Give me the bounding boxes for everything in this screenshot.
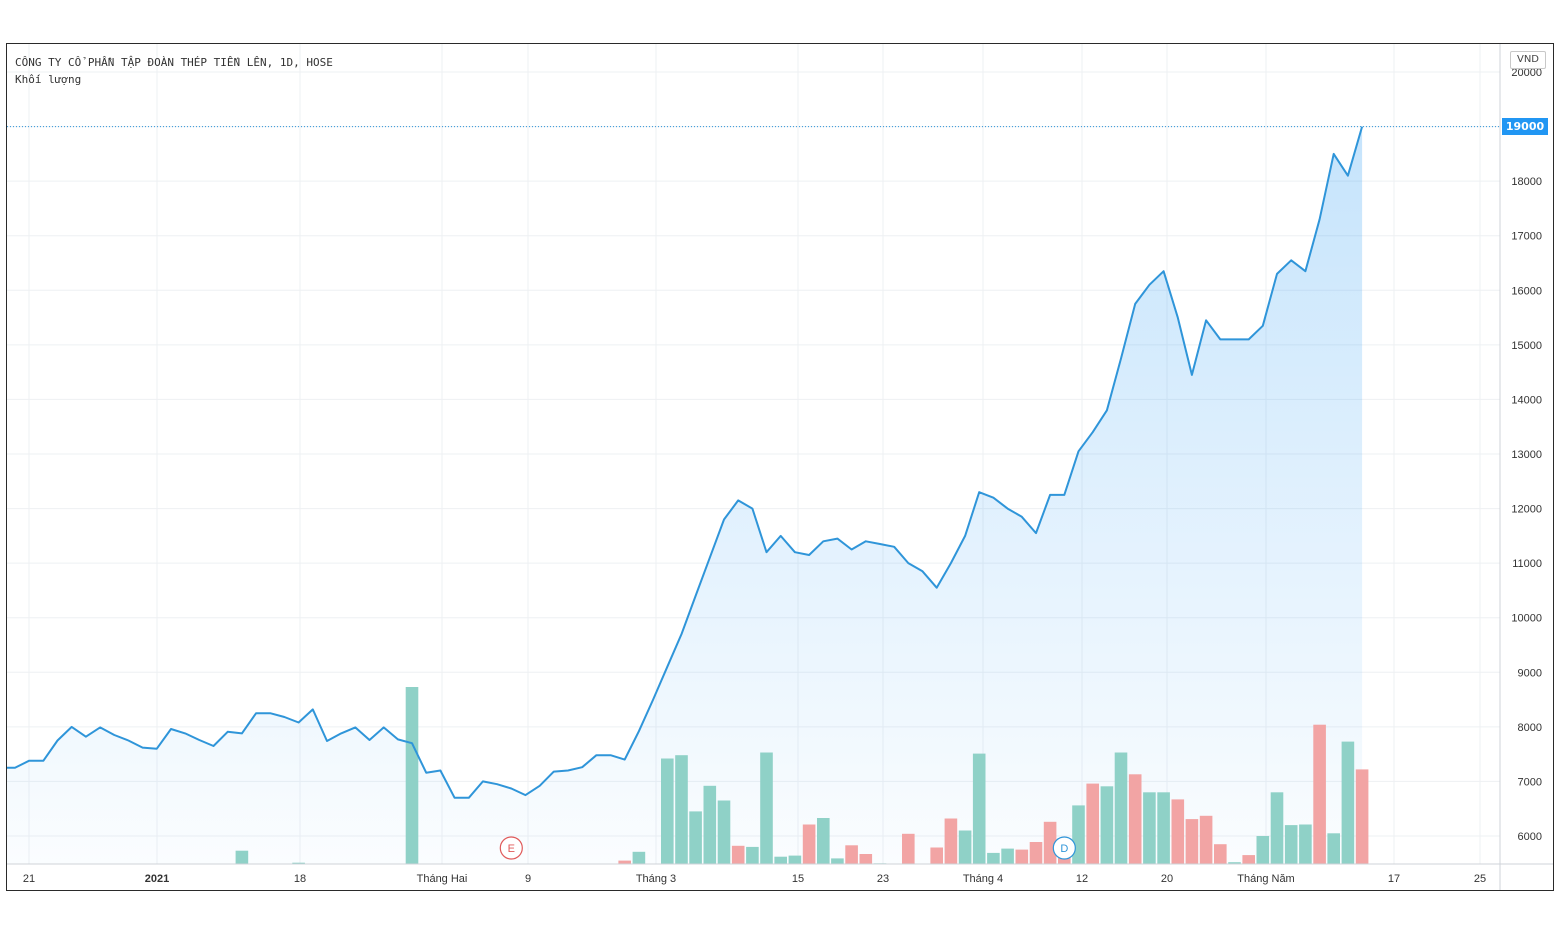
y-tick-label: 14000 [1511,394,1542,406]
volume-bar [1128,774,1142,864]
y-tick-label: 6000 [1518,831,1542,843]
volume-bar [958,830,972,864]
volume-bar [1355,769,1369,864]
volume-bar [731,845,745,864]
volume-bar [1015,849,1029,864]
price-area [7,126,1363,865]
volume-bar [1072,805,1085,864]
volume-bar [774,856,787,864]
volume-bar [1114,752,1128,864]
y-tick-label: 18000 [1511,176,1542,188]
y-tick-label: 9000 [1518,667,1542,679]
volume-bar [1313,724,1326,864]
event-marker-label: D [1060,843,1068,855]
y-tick-label: 20000 [1511,67,1542,79]
x-tick-label: 17 [1388,873,1400,885]
x-tick-label: Tháng Hai [417,873,468,885]
y-tick-label: 7000 [1518,776,1542,788]
x-tick-label: 12 [1076,873,1088,885]
volume-bar [1086,783,1099,864]
volume-bar [930,847,943,864]
volume-bar [235,850,249,864]
y-tick-label: 17000 [1511,231,1542,243]
volume-bar [1242,855,1255,864]
volume-bar [831,858,844,864]
x-tick-label: 2021 [145,873,169,885]
volume-bar [1214,844,1227,864]
event-marker-label: E [508,843,515,855]
volume-bar [1284,825,1298,864]
x-tick-label: 20 [1161,873,1173,885]
volume-bar [1327,833,1340,864]
volume-bar [987,852,1000,864]
volume-bar [1029,842,1043,864]
volume-bar [292,862,305,864]
volume-bar [1043,821,1057,864]
y-tick-label: 11000 [1512,558,1542,570]
volume-bar [817,818,830,864]
y-tick-label: 13000 [1511,449,1542,461]
x-tick-label: 25 [1474,873,1486,885]
volume-bar [1171,799,1185,864]
volume-bar [675,755,688,864]
x-tick-label: Tháng Năm [1237,873,1294,885]
volume-bar [1256,836,1270,864]
volume-bar [1100,786,1114,864]
last-price-label: 19000 [1502,118,1548,135]
volume-bar [1270,792,1284,864]
volume-bar [405,687,419,864]
x-tick-label: 9 [525,873,531,885]
volume-bar [1001,848,1014,864]
volume-bar [845,845,858,864]
x-tick-label: 21 [23,873,35,885]
event-marker-e [499,836,523,860]
volume-bar [1199,815,1213,864]
x-tick-label: 15 [792,873,804,885]
volume-bar [689,811,702,864]
volume-bar [703,785,717,864]
volume-bar [788,855,802,864]
volume-bar [1299,824,1312,864]
x-tick-label: Tháng 3 [636,873,676,885]
volume-bar [618,860,631,864]
event-marker-d [1052,836,1076,860]
volume-bar [632,851,646,864]
volume-bar [859,854,873,864]
volume-bar [760,752,773,864]
currency-badge[interactable]: VND [1510,51,1546,69]
x-tick-label: Tháng 4 [963,873,1003,885]
volume-bar [1157,792,1170,864]
volume-bar [746,846,759,864]
y-tick-label: 12000 [1511,504,1542,516]
x-tick-label: 18 [294,873,306,885]
y-tick-label: 8000 [1518,722,1542,734]
volume-bar [944,818,958,864]
volume-label: Khối lượng [15,73,82,86]
volume-bar [1143,792,1156,864]
y-tick-label: 15000 [1511,340,1542,352]
volume-bar [1185,819,1199,864]
y-tick-label: 16000 [1511,285,1542,297]
volume-bar [717,800,731,864]
volume-bar [1341,741,1355,864]
volume-bar [972,753,986,864]
y-tick-label: 10000 [1511,613,1542,625]
x-tick-label: 23 [877,873,889,885]
volume-bar [1228,862,1241,864]
volume-bar [902,833,915,864]
chart-title: CÔNG TY CỔ PHẦN TẬP ĐOÀN THÉP TIẾN LÊN, … [15,56,333,69]
volume-bar [802,824,816,864]
volume-bar [661,758,674,864]
price-line [7,126,1364,799]
